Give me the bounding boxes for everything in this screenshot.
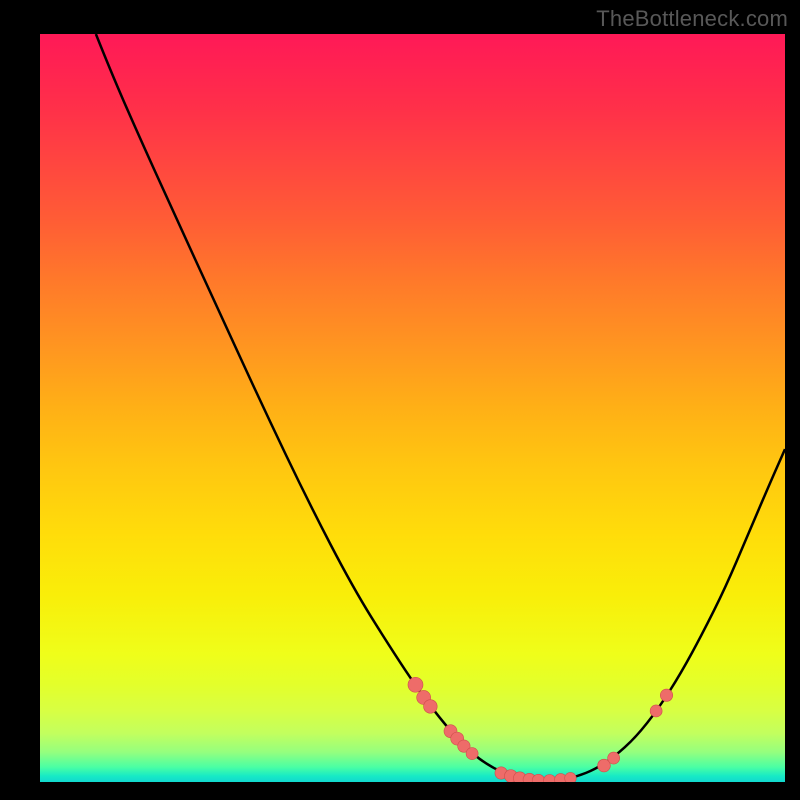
chart-container: TheBottleneck.com — [0, 0, 800, 800]
data-marker — [565, 772, 577, 784]
gradient-background — [40, 34, 785, 782]
bottleneck-chart — [0, 0, 800, 800]
data-marker — [466, 748, 478, 760]
data-marker — [424, 700, 438, 714]
data-marker — [408, 677, 423, 692]
data-marker — [650, 705, 662, 717]
data-marker — [660, 689, 672, 701]
data-marker — [532, 774, 544, 786]
data-marker — [608, 752, 620, 764]
data-marker — [544, 775, 556, 787]
